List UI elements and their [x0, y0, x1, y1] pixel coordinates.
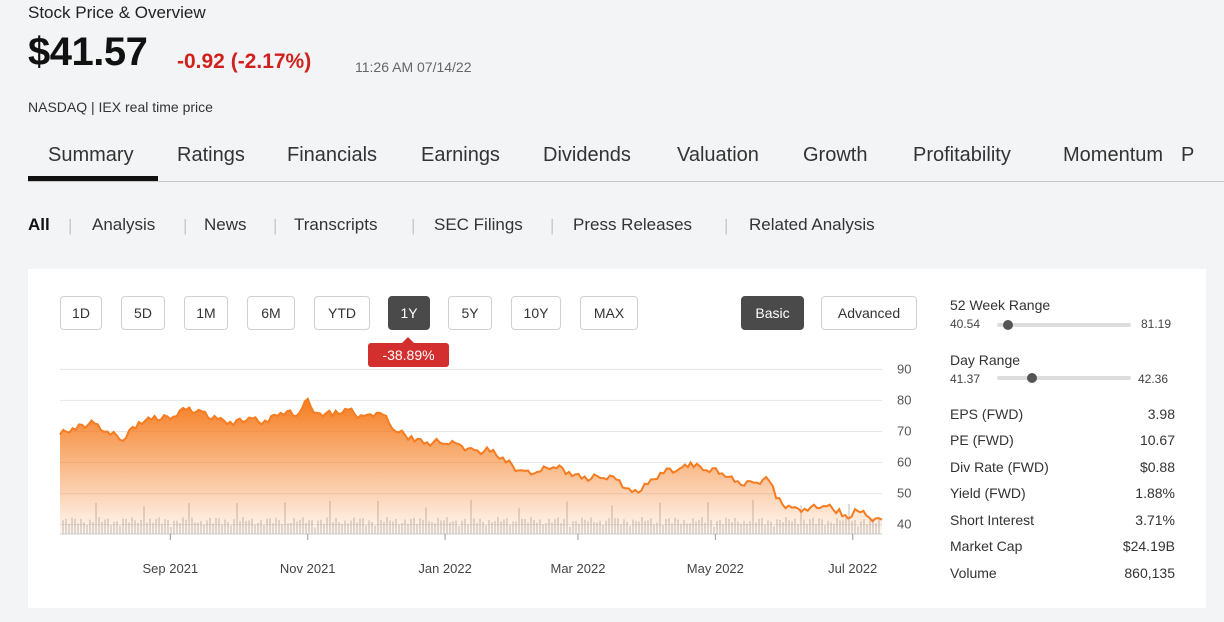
range-6m-button[interactable]: 6M	[247, 296, 295, 330]
stat-label-yield: Yield (FWD)	[950, 485, 1026, 501]
x-tick-label: Jan 2022	[418, 561, 472, 576]
subnav-divider: |	[68, 216, 73, 235]
day-low: 41.37	[950, 372, 981, 386]
current-price: $41.57	[28, 30, 148, 74]
tab-financials[interactable]: Financials	[287, 144, 378, 166]
subnav-analysis[interactable]: Analysis	[92, 215, 156, 234]
price-timestamp: 11:26 AM 07/14/22	[355, 59, 472, 75]
stat-value-yield: 1.88%	[1135, 485, 1175, 501]
y-tick-label: 60	[897, 455, 911, 470]
subnav-divider: |	[724, 216, 729, 235]
x-tick-label: Sep 2021	[143, 561, 199, 576]
subnav-sec-filings[interactable]: SEC Filings	[434, 215, 523, 234]
week52-range-track	[997, 323, 1131, 327]
range-max-button[interactable]: MAX	[580, 296, 638, 330]
x-tick-label: Jul 2022	[828, 561, 877, 576]
y-tick-label: 90	[897, 361, 911, 376]
subnav-divider: |	[550, 216, 555, 235]
range-1d-button[interactable]: 1D	[60, 296, 102, 330]
subnav-divider: |	[273, 216, 278, 235]
stat-label-pe: PE (FWD)	[950, 432, 1014, 448]
day-range-track	[997, 376, 1131, 380]
price-line	[59, 397, 883, 523]
range-5y-button[interactable]: 5Y	[448, 296, 492, 330]
stat-value-market-cap: $24.19B	[1122, 538, 1175, 554]
advanced-mode-button[interactable]: Advanced	[821, 296, 917, 330]
range-1y-button[interactable]: 1Y	[388, 296, 430, 330]
tab-earnings[interactable]: Earnings	[421, 144, 500, 166]
x-tick-label: May 2022	[687, 561, 744, 576]
tab-overflow[interactable]: P	[1181, 144, 1195, 166]
stat-value-volume: 860,135	[1124, 565, 1175, 581]
stat-label-eps: EPS (FWD)	[950, 406, 1024, 422]
active-tab-indicator	[28, 176, 158, 181]
range-5d-button[interactable]: 5D	[121, 296, 165, 330]
subnav-divider: |	[411, 216, 416, 235]
range-10y-button[interactable]: 10Y	[511, 296, 561, 330]
tab-profitability[interactable]: Profitability	[913, 144, 1011, 166]
tab-growth[interactable]: Growth	[803, 144, 868, 166]
y-tick-label: 70	[897, 423, 911, 438]
subnav-transcripts[interactable]: Transcripts	[294, 215, 378, 234]
day-range-label: Day Range	[950, 352, 1021, 368]
subnav-divider: |	[183, 216, 188, 235]
subnav-news[interactable]: News	[204, 215, 247, 234]
tab-momentum[interactable]: Momentum	[1063, 144, 1164, 166]
tab-dividends[interactable]: Dividends	[543, 144, 631, 166]
subnav-related-analysis[interactable]: Related Analysis	[749, 215, 875, 234]
stat-label-short-interest: Short Interest	[950, 512, 1035, 528]
week52-high: 81.19	[1141, 317, 1172, 331]
basic-mode-button[interactable]: Basic	[741, 296, 804, 330]
price-area	[60, 398, 882, 534]
range-1m-button[interactable]: 1M	[184, 296, 228, 330]
range-ytd-button[interactable]: YTD	[314, 296, 370, 330]
week52-range-label: 52 Week Range	[950, 297, 1051, 313]
day-high: 42.36	[1138, 372, 1169, 386]
tab-ratings[interactable]: Ratings	[177, 144, 245, 166]
stat-value-short-interest: 3.71%	[1135, 512, 1175, 528]
stat-label-div-rate: Div Rate (FWD)	[950, 459, 1049, 475]
exchange-note: NASDAQ | IEX real time price	[28, 99, 213, 115]
subnav-all[interactable]: All	[28, 215, 50, 234]
week52-range-marker	[1003, 320, 1014, 330]
y-tick-label: 40	[897, 517, 911, 532]
tab-summary[interactable]: Summary	[48, 144, 134, 166]
price-change: -0.92 (-2.17%)	[177, 50, 312, 73]
range-change-badge: -38.89%	[368, 337, 449, 367]
stat-label-market-cap: Market Cap	[950, 538, 1023, 554]
stat-value-pe: 10.67	[1139, 432, 1175, 448]
stat-value-eps: 3.98	[1147, 406, 1175, 422]
main-tabs: Summary Ratings Financials Earnings Divi…	[28, 140, 1224, 182]
subnav-press-releases[interactable]: Press Releases	[573, 215, 693, 234]
day-range-marker	[1027, 373, 1038, 383]
tab-valuation[interactable]: Valuation	[677, 144, 759, 166]
x-tick-label: Nov 2021	[280, 561, 336, 576]
x-tick-label: Mar 2022	[551, 561, 606, 576]
section-title: Stock Price & Overview	[28, 3, 206, 22]
stat-value-div-rate: $0.88	[1139, 459, 1175, 475]
y-tick-label: 50	[897, 486, 911, 501]
stat-label-volume: Volume	[950, 565, 997, 581]
y-tick-label: 80	[897, 392, 911, 407]
week52-low: 40.54	[950, 317, 981, 331]
